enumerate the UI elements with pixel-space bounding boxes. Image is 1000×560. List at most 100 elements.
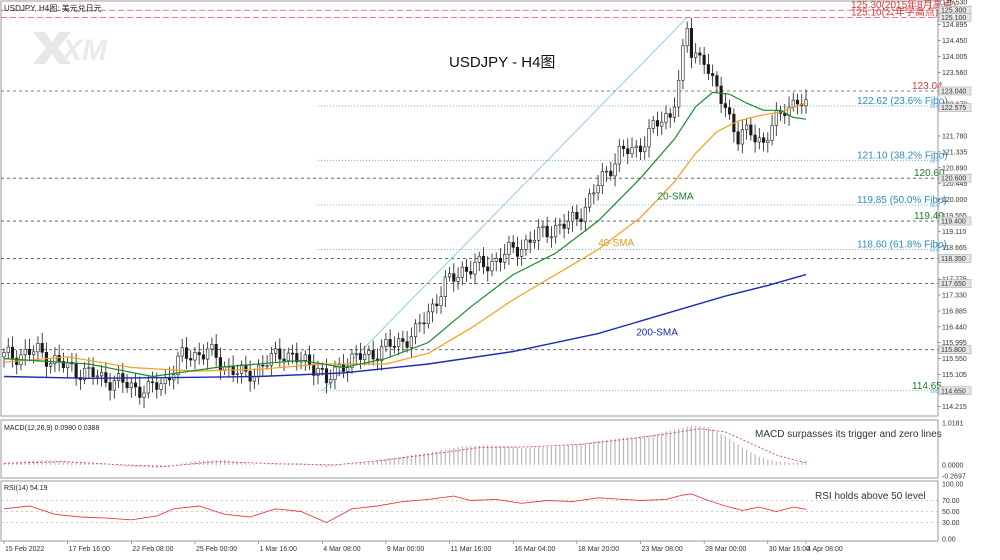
- candle-body: [566, 220, 570, 229]
- candle-body: [681, 45, 685, 81]
- price-tick-label: 121.335: [942, 149, 967, 156]
- candle-body: [397, 338, 401, 347]
- candle-body: [655, 120, 660, 127]
- level-box: [938, 254, 972, 263]
- candle-body: [218, 357, 222, 371]
- candle-body: [6, 346, 10, 353]
- date-tick-label: 18 Mar 20:00: [578, 546, 619, 553]
- level-box-label: 122.575: [941, 105, 966, 112]
- price-tick-label: 124.005: [942, 54, 967, 61]
- date-tick-label: 4 Apr 08:00: [807, 546, 843, 553]
- candle-body: [511, 242, 515, 248]
- price-axis: 125.530124.895124.450124.005123.560122.6…: [938, 0, 972, 411]
- candle-body: [515, 247, 520, 257]
- candle-body: [486, 266, 490, 272]
- fibo-trendline: [321, 17, 688, 392]
- candle-body: [40, 343, 44, 353]
- candle-body: [795, 99, 800, 105]
- candle-body: [677, 79, 681, 108]
- candle-body: [524, 239, 528, 250]
- rsi-tick-label: 70.00: [942, 498, 960, 505]
- candle-body: [274, 348, 278, 354]
- candle-body: [176, 355, 180, 376]
- candle-body: [702, 54, 706, 65]
- rsi-annotation: RSI holds above 50 level: [815, 491, 926, 502]
- main-panel-frame: [0, 0, 939, 417]
- candle-body: [477, 255, 481, 263]
- candle-body: [596, 185, 600, 194]
- price-tick-label: 119.555: [942, 213, 967, 220]
- candle-body: [431, 303, 435, 313]
- level-box: [938, 386, 972, 396]
- candle-body: [163, 377, 167, 384]
- fibo-tag: 100.0: [930, 389, 943, 395]
- candle-body: [282, 358, 286, 361]
- candle-body: [583, 206, 587, 222]
- candle-body: [456, 276, 460, 282]
- candle-body: [694, 52, 698, 58]
- candle-body: [57, 355, 61, 362]
- candle-body: [723, 103, 727, 108]
- candle-body: [740, 129, 744, 145]
- level-label: 125.30(2015年8月高点): [851, 0, 956, 11]
- candle-body: [685, 27, 689, 47]
- rsi-tick-label: 30.00: [942, 520, 960, 527]
- price-tick-label: 120.000: [942, 197, 967, 204]
- symbol-label: USDJPY, H4图: 美元兑日元: [4, 3, 102, 13]
- date-tick-label: 4 Mar 08:00: [323, 546, 360, 553]
- candle-body: [588, 193, 592, 208]
- fibo-tag: 23.6: [930, 104, 940, 110]
- fibo-tag: 50.0: [930, 203, 940, 209]
- fibo-tag: 38.2: [930, 158, 940, 164]
- candle-body: [295, 352, 299, 363]
- price-tick-label: 121.780: [942, 133, 967, 140]
- date-tick-label: 15 Feb 2022: [5, 546, 44, 553]
- macd-label: MACD(12,26,9) 0.0980 0.0388: [4, 425, 99, 432]
- candle-body: [473, 262, 477, 275]
- candle-body: [184, 347, 189, 359]
- level-box-label: 118.350: [941, 256, 966, 263]
- candle-body: [689, 27, 693, 58]
- candle-body: [537, 227, 541, 241]
- fibo-tag: 61.8: [930, 248, 940, 254]
- level-box-label: 119.400: [941, 219, 966, 226]
- rsi-label: RSI(14) 54.19: [4, 485, 48, 492]
- level-label: 118.60 (61.8% Fibo): [857, 240, 947, 251]
- candle-body: [426, 311, 430, 325]
- candle-body: [532, 239, 536, 243]
- candle-body: [324, 368, 329, 384]
- candle-body: [481, 255, 486, 268]
- candle-body: [711, 73, 715, 76]
- candle-body: [108, 382, 112, 391]
- candle-body: [100, 372, 104, 377]
- price-tick-label: 117.330: [942, 293, 967, 300]
- level-label: 120.60: [914, 168, 945, 179]
- candle-body: [761, 137, 766, 143]
- candle-body: [214, 344, 218, 358]
- date-tick-label: 22 Feb 08:00: [132, 546, 173, 553]
- sma-label: 40-SMA: [598, 238, 634, 249]
- candle-body: [554, 224, 558, 238]
- candle-body: [575, 211, 579, 220]
- candle-body: [244, 364, 248, 372]
- candle-body: [617, 145, 621, 165]
- sma-200-line: [3, 273, 807, 380]
- date-tick-label: 28 Mar 00:00: [705, 546, 746, 553]
- candle-body: [290, 352, 295, 355]
- candle-body: [189, 358, 193, 361]
- candle-body: [180, 347, 184, 357]
- macd-panel-frame: [0, 419, 939, 479]
- candle-body: [401, 338, 405, 342]
- candle-body: [409, 336, 413, 348]
- sma-20-line: [3, 91, 807, 378]
- candle-body: [757, 137, 761, 143]
- candle-body: [303, 354, 307, 361]
- candle-body: [469, 271, 473, 275]
- candle-body: [350, 353, 354, 368]
- date-tick-label: 9 Mar 00:00: [387, 546, 424, 553]
- candle-body: [736, 131, 740, 145]
- candle-body: [571, 211, 575, 222]
- candle-body: [660, 121, 664, 127]
- candle-body: [367, 350, 371, 355]
